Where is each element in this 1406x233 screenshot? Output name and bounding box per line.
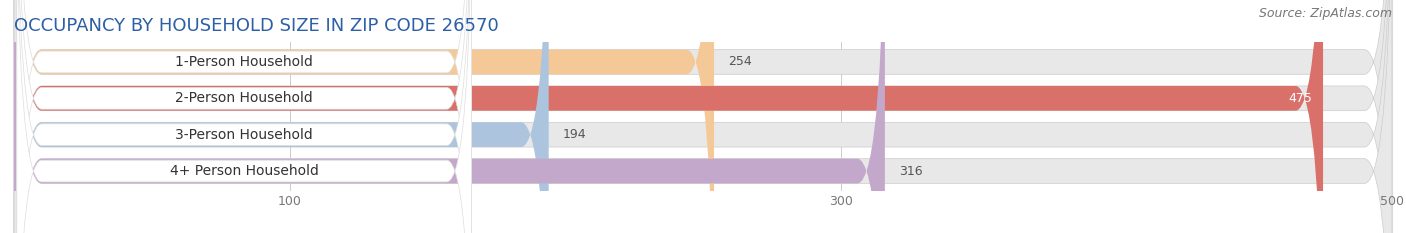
FancyBboxPatch shape: [14, 0, 1323, 233]
FancyBboxPatch shape: [14, 0, 548, 233]
Text: 2-Person Household: 2-Person Household: [176, 91, 314, 105]
Text: 254: 254: [728, 55, 752, 69]
Text: 3-Person Household: 3-Person Household: [176, 128, 314, 142]
Text: 194: 194: [562, 128, 586, 141]
Text: 4+ Person Household: 4+ Person Household: [170, 164, 319, 178]
FancyBboxPatch shape: [14, 0, 1392, 233]
Text: 316: 316: [898, 164, 922, 178]
FancyBboxPatch shape: [17, 0, 471, 233]
Text: OCCUPANCY BY HOUSEHOLD SIZE IN ZIP CODE 26570: OCCUPANCY BY HOUSEHOLD SIZE IN ZIP CODE …: [14, 17, 499, 35]
FancyBboxPatch shape: [17, 0, 471, 233]
FancyBboxPatch shape: [14, 0, 714, 233]
FancyBboxPatch shape: [17, 0, 471, 233]
Text: 1-Person Household: 1-Person Household: [176, 55, 314, 69]
FancyBboxPatch shape: [14, 0, 1392, 233]
FancyBboxPatch shape: [14, 0, 1392, 233]
Text: Source: ZipAtlas.com: Source: ZipAtlas.com: [1258, 7, 1392, 20]
FancyBboxPatch shape: [14, 0, 884, 233]
FancyBboxPatch shape: [14, 0, 1392, 233]
Text: 475: 475: [1288, 92, 1312, 105]
FancyBboxPatch shape: [17, 0, 471, 233]
